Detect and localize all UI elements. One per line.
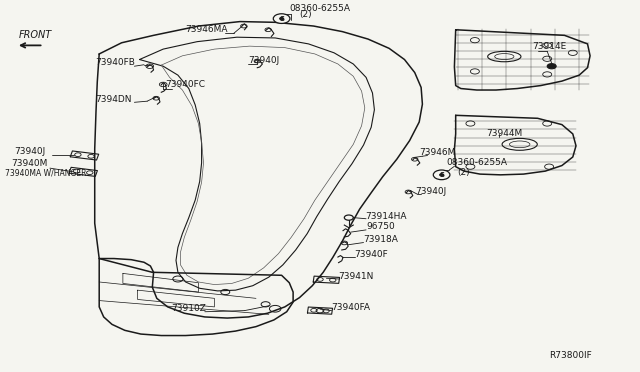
Text: 73940J: 73940J — [248, 56, 280, 65]
Circle shape — [433, 170, 450, 180]
Text: 73914HA: 73914HA — [365, 212, 406, 221]
Text: 73940FA: 73940FA — [332, 304, 371, 312]
Text: 73918A: 73918A — [364, 235, 398, 244]
Text: 73940FB: 73940FB — [95, 58, 134, 67]
Text: 73940M: 73940M — [12, 159, 48, 168]
Text: 73940J: 73940J — [415, 187, 446, 196]
Text: 73914E: 73914E — [532, 42, 567, 51]
Circle shape — [273, 14, 290, 23]
Text: 08360-6255A: 08360-6255A — [447, 158, 508, 167]
Text: (2): (2) — [458, 168, 470, 177]
Text: 08360-6255A: 08360-6255A — [289, 4, 350, 13]
Text: 73940F: 73940F — [354, 250, 388, 259]
Circle shape — [280, 17, 284, 20]
Text: 73940MA W/HANGER: 73940MA W/HANGER — [5, 169, 86, 177]
Circle shape — [440, 174, 444, 176]
Text: 73940FC: 73940FC — [165, 80, 205, 89]
Text: 7394DN: 7394DN — [95, 95, 131, 104]
Text: 73944M: 73944M — [486, 129, 523, 138]
Text: 73946MA: 73946MA — [186, 25, 228, 34]
Text: 73946M: 73946M — [419, 148, 456, 157]
Text: S: S — [279, 16, 284, 22]
Text: 96750: 96750 — [366, 222, 395, 231]
Text: 73941N: 73941N — [338, 272, 373, 281]
Text: 73910Z: 73910Z — [172, 304, 206, 313]
Circle shape — [547, 64, 556, 69]
Text: S: S — [439, 172, 444, 178]
Text: FRONT: FRONT — [19, 30, 52, 40]
Text: (2): (2) — [300, 10, 312, 19]
Text: 73940J: 73940J — [14, 147, 45, 156]
Text: R73800IF: R73800IF — [549, 351, 592, 360]
